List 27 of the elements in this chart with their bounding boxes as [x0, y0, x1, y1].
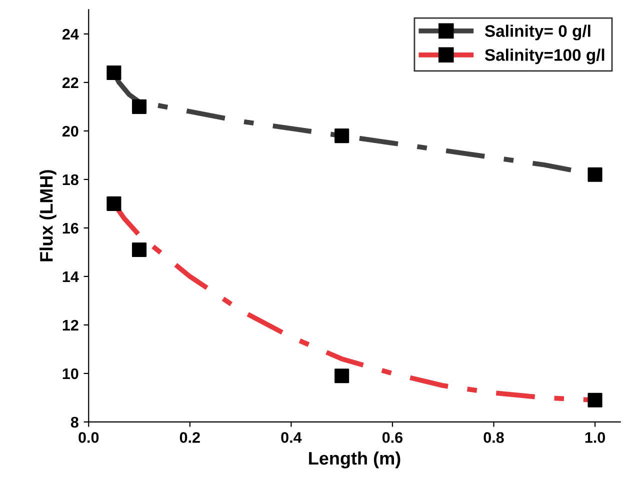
x-tick-label: 0.2 — [180, 432, 200, 443]
point — [334, 128, 350, 144]
y-tick-label: 18 — [62, 174, 78, 186]
legend-label: Salinity= 0 g/l — [484, 24, 590, 40]
y-tick-label: 14 — [62, 271, 79, 282]
point — [106, 65, 122, 80]
point — [588, 392, 602, 408]
x-tick-label: 0.4 — [281, 432, 302, 443]
y-tick-label: 24 — [62, 28, 79, 40]
y-axis-title: Flux (LMH) — [40, 170, 56, 262]
x-tick-label: 1.0 — [585, 432, 606, 443]
x-tick-label: 0.6 — [382, 432, 403, 443]
point — [334, 368, 350, 384]
y-tick-label: 8 — [70, 416, 78, 428]
point — [106, 196, 122, 211]
point — [588, 167, 602, 182]
legend-label: Salinity=100 g/l — [484, 48, 604, 64]
x-axis-title: Length (m) — [309, 451, 400, 468]
x-tick-label: 0.8 — [484, 432, 504, 443]
y-tick-label: 20 — [62, 126, 78, 137]
point — [132, 242, 147, 258]
y-tick-label: 16 — [62, 222, 78, 234]
y-tick-label: 22 — [62, 77, 78, 88]
point — [132, 99, 147, 114]
y-tick-label: 10 — [62, 368, 78, 380]
y-tick-label: 12 — [62, 320, 78, 330]
x-tick-label: 0.0 — [78, 432, 99, 443]
